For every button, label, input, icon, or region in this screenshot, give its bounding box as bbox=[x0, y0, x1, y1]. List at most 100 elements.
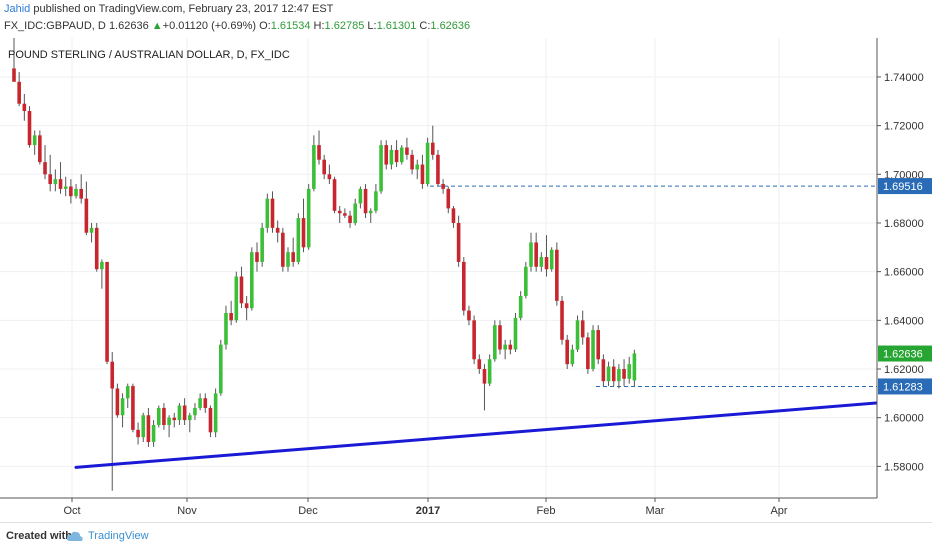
candle-body bbox=[125, 386, 130, 399]
price-chart[interactable]: 1.740001.720001.700001.680001.660001.640… bbox=[0, 38, 932, 522]
time-tick-label: Oct bbox=[63, 505, 80, 517]
candle-body bbox=[384, 145, 389, 165]
candle-body bbox=[120, 398, 125, 416]
candle-body bbox=[43, 162, 47, 175]
candle-body bbox=[239, 276, 244, 304]
price-label-text: 1.61283 bbox=[883, 381, 923, 393]
price-tick-label: 1.66000 bbox=[884, 267, 924, 279]
candle-body bbox=[270, 198, 275, 228]
trendline-rising-support bbox=[74, 397, 932, 469]
price-change: +0.01120 (+0.69%) bbox=[162, 20, 257, 32]
candle-body bbox=[53, 179, 58, 185]
candle-body bbox=[555, 249, 559, 301]
candle-body bbox=[17, 81, 21, 104]
low-label: L: bbox=[367, 20, 377, 32]
candle-body bbox=[105, 261, 109, 362]
publish-line: Jahid published on TradingView.com, Febr… bbox=[4, 3, 333, 15]
tradingview-cloud-icon bbox=[66, 531, 83, 541]
candle-body bbox=[255, 252, 259, 262]
high-value: 1.62785 bbox=[324, 20, 365, 32]
candle-body bbox=[48, 174, 52, 185]
candle-body bbox=[38, 135, 42, 163]
candle-body bbox=[353, 203, 358, 223]
candle-body bbox=[234, 276, 239, 321]
candle-body bbox=[244, 303, 249, 309]
candle-body bbox=[529, 242, 533, 267]
time-tick-label: Mar bbox=[646, 505, 665, 517]
candle-body bbox=[627, 364, 632, 379]
candle-body bbox=[513, 317, 518, 350]
time-axis[interactable]: Oct Nov Dec 2017 Feb Mar Apr bbox=[63, 498, 788, 517]
candle-body bbox=[260, 227, 264, 262]
candle-body bbox=[198, 398, 202, 408]
candle-body bbox=[79, 188, 84, 199]
candle-body bbox=[415, 164, 420, 170]
candle-body bbox=[379, 145, 383, 192]
candle-body bbox=[27, 111, 32, 146]
candle-body bbox=[89, 227, 94, 233]
candle-body bbox=[250, 252, 254, 309]
price-label-text: 1.62636 bbox=[883, 349, 923, 361]
candle-body bbox=[224, 313, 228, 345]
price-axis[interactable]: 1.740001.720001.700001.680001.660001.640… bbox=[877, 72, 924, 473]
candle-body bbox=[182, 405, 187, 421]
candle-body bbox=[539, 257, 544, 267]
chart-header: Jahid published on TradingView.com, Febr… bbox=[0, 0, 932, 38]
low-value: 1.61301 bbox=[376, 20, 417, 32]
candle-body bbox=[306, 188, 311, 248]
open-value: 1.61534 bbox=[270, 20, 311, 32]
candle-body bbox=[534, 242, 538, 267]
candle-body bbox=[337, 210, 342, 214]
created-with-text: Created with bbox=[6, 530, 73, 542]
price-axis-background bbox=[877, 38, 932, 498]
candle-body bbox=[570, 349, 575, 365]
time-tick-label: Feb bbox=[537, 505, 556, 517]
price-tick-label: 1.64000 bbox=[884, 315, 924, 327]
candle-body bbox=[63, 186, 68, 189]
price-tick-label: 1.62000 bbox=[884, 364, 924, 376]
drawings[interactable] bbox=[74, 186, 932, 469]
candle-body bbox=[296, 218, 301, 262]
candle-body bbox=[493, 325, 497, 360]
candle-body bbox=[146, 415, 151, 443]
candle-body bbox=[503, 344, 507, 350]
last-price: 1.62636 bbox=[108, 20, 149, 32]
candle-body bbox=[560, 300, 564, 340]
candle-body bbox=[632, 353, 637, 381]
candle-body bbox=[498, 325, 502, 350]
author-name[interactable]: Jahid bbox=[4, 3, 31, 15]
candle-body bbox=[399, 147, 404, 163]
candle-body bbox=[156, 407, 161, 425]
chart-background bbox=[0, 38, 932, 522]
candle-body bbox=[167, 417, 171, 425]
candle-body bbox=[472, 320, 476, 360]
candle-body bbox=[265, 198, 270, 228]
candle-body bbox=[565, 339, 569, 365]
candle-body bbox=[456, 222, 461, 262]
candle-body bbox=[162, 407, 166, 425]
candle-body bbox=[617, 369, 621, 382]
candle-body bbox=[363, 188, 368, 214]
symbol-label[interactable]: FX_IDC:GBPAUD, D bbox=[4, 20, 106, 32]
candle-body bbox=[94, 227, 99, 270]
candle-body bbox=[446, 188, 451, 209]
candle-body bbox=[389, 149, 394, 165]
candle-body bbox=[69, 186, 73, 197]
candle-body bbox=[84, 198, 89, 233]
candle-body bbox=[115, 388, 120, 416]
price-label-box bbox=[878, 378, 932, 395]
chart-title: POUND STERLING / AUSTRALIAN DOLLAR, D, F… bbox=[8, 49, 290, 61]
price-tick-label: 1.60000 bbox=[884, 413, 924, 425]
candle-body bbox=[430, 142, 435, 155]
candle-body bbox=[131, 386, 135, 430]
candle-body bbox=[425, 142, 430, 185]
candle-body bbox=[405, 147, 409, 155]
candle-body bbox=[420, 164, 425, 185]
price-tick-label: 1.72000 bbox=[884, 121, 924, 133]
tradingview-brand[interactable]: TradingView bbox=[88, 530, 149, 542]
candle-body bbox=[524, 266, 528, 296]
candle-body bbox=[482, 369, 487, 384]
candle-body bbox=[441, 184, 445, 189]
price-tick-label: 1.74000 bbox=[884, 72, 924, 84]
candle-body bbox=[317, 145, 321, 160]
